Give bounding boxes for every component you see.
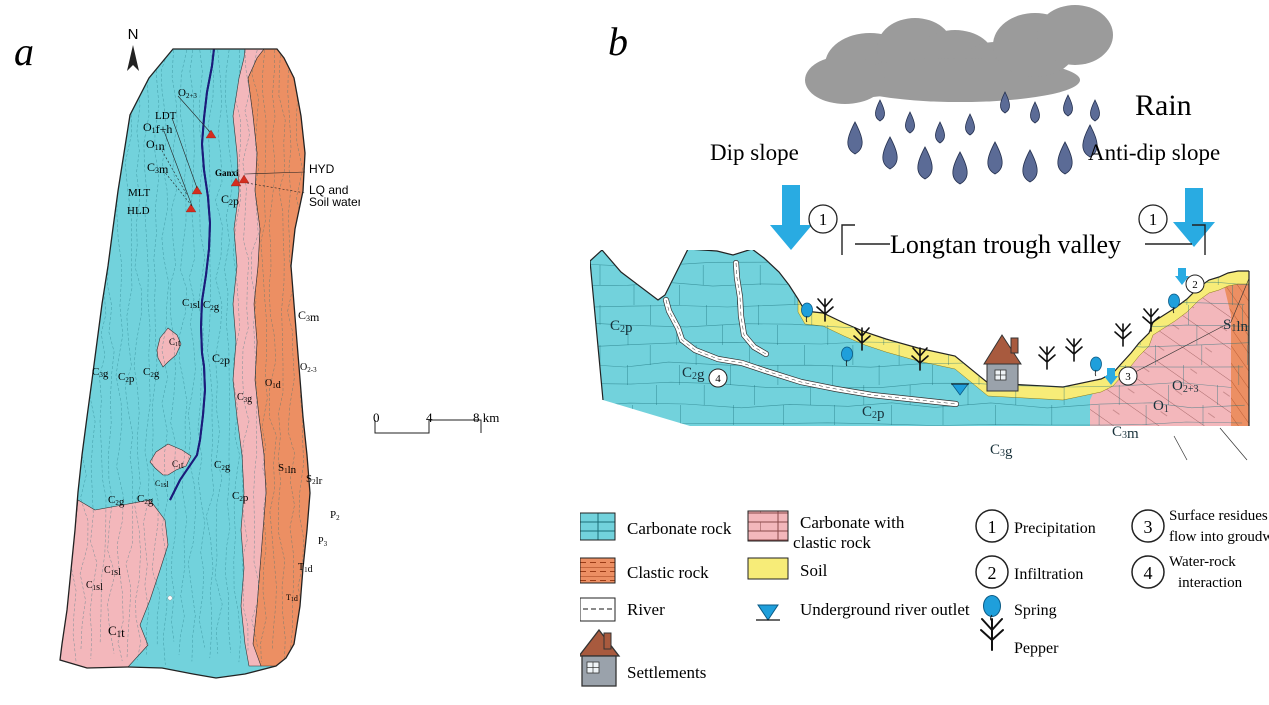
svg-text:T1d: T1d [298,562,313,575]
svg-text:C2p: C2p [118,371,135,385]
svg-text:Dip slope: Dip slope [710,140,799,165]
svg-text:Surface residues: Surface residues [1169,508,1268,524]
svg-text:O1n: O1n [146,137,165,153]
svg-text:S1ln: S1ln [1223,317,1249,335]
svg-text:Clastic rock: Clastic rock [627,563,709,582]
svg-text:Carbonate with: Carbonate with [800,513,905,532]
svg-text:HYD: HYD [309,162,335,176]
svg-text:C3g: C3g [237,392,252,405]
svg-text:Settlements: Settlements [627,663,706,682]
svg-text:Soil water: Soil water [309,195,360,209]
svg-text:2: 2 [988,563,997,583]
svg-text:4: 4 [1144,563,1153,583]
svg-text:Rain: Rain [1135,89,1192,122]
svg-text:4: 4 [426,410,433,425]
svg-text:C2g: C2g [214,459,231,473]
svg-text:C1sl: C1sl [155,479,169,489]
svg-text:C2p: C2p [212,351,230,367]
svg-text:MLT: MLT [128,187,150,199]
svg-text:C2p: C2p [221,192,239,208]
svg-text:C1sl: C1sl [104,565,121,578]
svg-text:C1t: C1t [169,337,181,348]
svg-text:C3g: C3g [990,442,1013,460]
svg-text:C3m: C3m [298,308,320,324]
svg-text:River: River [627,600,665,619]
svg-text:S2lr: S2lr [306,473,323,487]
svg-text:O1f+h: O1f+h [143,120,172,136]
svg-text:O2-3: O2-3 [300,362,317,374]
svg-text:C3g: C3g [92,366,109,380]
svg-text:O1d: O1d [265,378,281,391]
svg-text:Soil: Soil [800,561,828,580]
svg-text:C1sl: C1sl [86,580,103,593]
svg-text:C2g: C2g [137,493,154,507]
svg-text:S1ln: S1ln [278,462,297,476]
svg-text:N: N [128,26,139,43]
svg-text:interaction: interaction [1178,575,1243,591]
svg-text:Precipitation: Precipitation [1014,520,1096,537]
svg-text:Infiltration: Infiltration [1014,566,1083,583]
svg-text:1: 1 [988,517,997,537]
svg-text:C3m: C3m [1112,424,1139,442]
svg-text:1: 1 [819,210,828,229]
svg-text:0: 0 [373,410,380,425]
svg-text:Pepper: Pepper [1014,640,1059,657]
svg-text:C3m: C3m [147,160,169,176]
svg-text:flow into groudwater: flow into groudwater [1169,529,1269,545]
svg-text:2: 2 [1192,279,1198,291]
svg-text:P2: P2 [330,509,340,522]
svg-text:4: 4 [715,373,721,385]
svg-text:C1t: C1t [108,623,125,640]
svg-text:3: 3 [1144,517,1153,537]
svg-text:Underground river outlet: Underground river outlet [800,600,970,619]
svg-text:C1sl C2g: C1sl C2g [182,297,220,313]
svg-text:1: 1 [1149,210,1158,229]
svg-text:Spring: Spring [1014,602,1057,619]
svg-text:P3: P3 [318,536,328,548]
svg-text:Ganxi: Ganxi [215,168,239,178]
svg-text:8 km: 8 km [473,410,499,425]
svg-text:C2p: C2p [232,490,249,504]
svg-text:O2+3: O2+3 [178,87,197,100]
svg-text:LDT: LDT [155,110,177,122]
svg-text:Anti-dip slope: Anti-dip slope [1088,140,1220,165]
svg-text:C2g: C2g [108,494,125,508]
svg-text:Carbonate rock: Carbonate rock [627,519,732,538]
svg-text:C2g: C2g [143,366,160,380]
svg-text:3: 3 [1125,371,1131,383]
svg-text:clastic rock: clastic rock [793,533,871,552]
svg-text:T1d: T1d [286,593,298,603]
svg-text:C1t: C1t [172,459,184,470]
svg-text:HLD: HLD [127,205,150,217]
svg-text:Water-rock: Water-rock [1169,554,1236,570]
